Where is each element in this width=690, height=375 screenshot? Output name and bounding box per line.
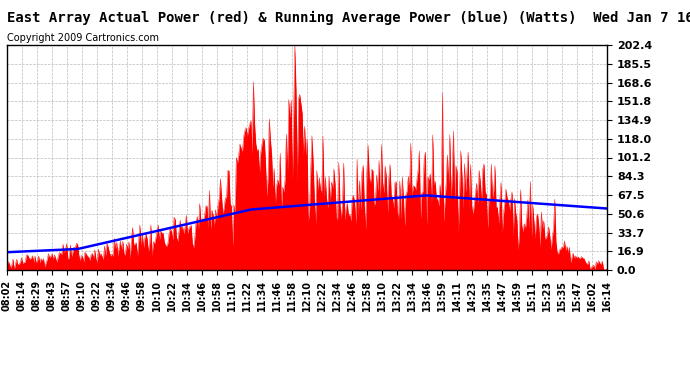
Text: Copyright 2009 Cartronics.com: Copyright 2009 Cartronics.com	[7, 33, 159, 43]
Text: East Array Actual Power (red) & Running Average Power (blue) (Watts)  Wed Jan 7 : East Array Actual Power (red) & Running …	[7, 11, 690, 26]
